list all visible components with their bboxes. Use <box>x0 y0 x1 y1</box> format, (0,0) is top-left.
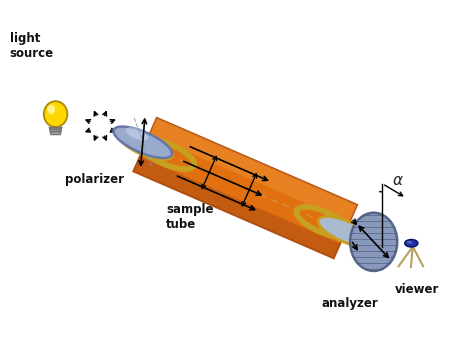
Polygon shape <box>149 118 357 222</box>
Polygon shape <box>134 118 357 258</box>
Text: polarizer: polarizer <box>65 173 124 186</box>
Ellipse shape <box>318 217 373 246</box>
Ellipse shape <box>47 105 55 114</box>
Text: light
source: light source <box>10 32 54 60</box>
Text: α: α <box>392 173 402 187</box>
Polygon shape <box>50 131 61 135</box>
Ellipse shape <box>407 241 412 244</box>
Ellipse shape <box>118 130 172 160</box>
Text: sample
tube: sample tube <box>166 203 214 231</box>
Ellipse shape <box>350 213 397 271</box>
Polygon shape <box>134 157 340 258</box>
Polygon shape <box>49 127 62 129</box>
Ellipse shape <box>44 101 67 127</box>
Ellipse shape <box>126 127 148 141</box>
Ellipse shape <box>114 126 172 158</box>
Text: analyzer: analyzer <box>322 297 379 310</box>
Ellipse shape <box>405 240 418 247</box>
Text: viewer: viewer <box>395 283 439 296</box>
Polygon shape <box>49 129 62 131</box>
